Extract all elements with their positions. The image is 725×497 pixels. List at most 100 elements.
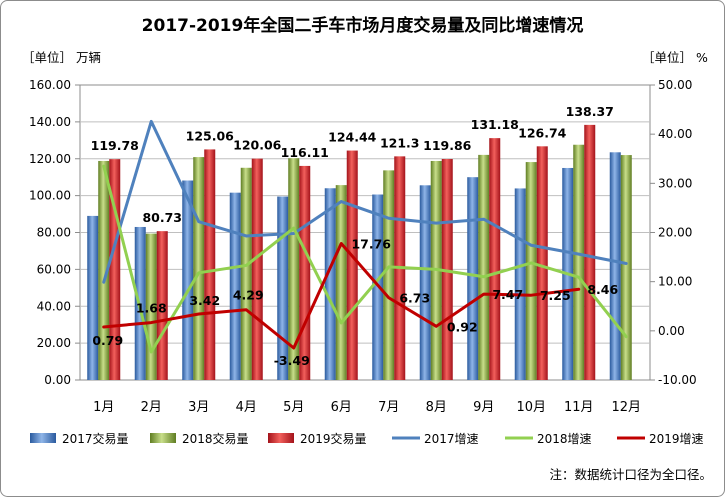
legend-label-2: 2018交易量: [182, 431, 249, 446]
legend-label-1: 2017交易量: [62, 431, 129, 446]
bar-series-2-month-4: [240, 167, 252, 380]
bar-series-1-month-12: [609, 152, 621, 380]
bar-series-3-month-4: [251, 158, 263, 380]
bar-series-2-month-3: [193, 157, 205, 380]
bar-data-label-month-8: 119.86: [423, 138, 472, 153]
line-data-labels: 0.79 1.68 3.42 4.29 -3.49 17.76 6.73 0.92 7.47 7.…: [92, 237, 618, 368]
legend-swatch-1: [30, 433, 56, 443]
legend-label-3: 2019交易量: [300, 431, 367, 446]
x-tick-label-month-12: 12月: [611, 400, 641, 415]
legend-swatch-3: [268, 433, 294, 443]
right-axis: -10.00 0.00 10.00 20.00 30.00 40.00 50.00: [650, 78, 697, 387]
line-data-label-month-10: 7.25: [540, 288, 571, 303]
bar-data-label-month-5: 116.11: [281, 145, 329, 160]
line-series-5: [102, 164, 628, 354]
bar-series-2-month-1: [98, 160, 110, 380]
left-tick-label-4: 60.00: [37, 262, 71, 276]
right-tick-label-3: 10.00: [658, 275, 692, 289]
bar-data-label-month-7: 121.3: [380, 135, 420, 150]
line-data-label-month-11: 8.46: [587, 282, 618, 297]
bar-series-3-month-9: [489, 138, 501, 380]
left-axis-unit: ［单位］ 万辆: [22, 50, 101, 65]
left-tick-label-7: 120.00: [29, 152, 71, 166]
line-data-label-month-2: 1.68: [136, 301, 167, 316]
bar-series-1-month-6: [324, 188, 336, 380]
line-data-label-month-1: 0.79: [92, 333, 123, 348]
left-tick-label-5: 80.00: [37, 226, 71, 240]
bar-series-2-month-11: [573, 144, 585, 380]
chart-title: 2017-2019年全国二手车市场月度交易量及同比增速情况: [142, 15, 584, 36]
bar-series-1-month-9: [467, 177, 479, 380]
left-tick-label-2: 20.00: [37, 336, 71, 350]
legend-label-4: 2017增速: [424, 432, 479, 446]
x-tick-label-month-4: 4月: [236, 400, 257, 415]
left-tick-label-9: 160.00: [29, 78, 71, 92]
right-tick-label-7: 50.00: [658, 78, 692, 92]
left-tick-label-1: 0.00: [44, 373, 71, 387]
x-tick-label-month-9: 9月: [473, 400, 494, 415]
bar-data-label-month-3: 125.06: [186, 128, 235, 143]
left-tick-label-8: 140.00: [29, 115, 71, 129]
x-tick-label-month-3: 3月: [188, 400, 209, 415]
x-tick-label-month-1: 1月: [93, 400, 114, 415]
line-data-label-month-9: 7.47: [492, 287, 523, 302]
x-axis: 1月 2月 3月 4月 5月 6月 7月 8月 9月 10月 11月 12月: [93, 400, 641, 415]
bar-series-1-month-5: [277, 196, 289, 380]
line-data-label-month-7: 6.73: [399, 291, 430, 306]
legend-label-5: 2018增速: [537, 432, 592, 446]
bar-series-1-month-10: [514, 188, 526, 380]
line-data-label-month-6: 17.76: [351, 237, 391, 252]
line-series: [102, 119, 628, 354]
bar-series-3-month-11: [584, 124, 596, 380]
right-tick-label-2: 0.00: [658, 324, 685, 338]
bar-series-2-month-10: [525, 162, 537, 380]
x-tick-label-month-6: 6月: [331, 400, 352, 415]
bar-series-2-month-7: [383, 170, 395, 380]
bar-series-3-month-5: [299, 165, 311, 380]
x-tick-label-month-2: 2月: [141, 400, 162, 415]
bar-data-label-month-4: 120.06: [233, 138, 282, 153]
line-data-label-month-5: -3.49: [274, 353, 310, 368]
bar-series-3-month-6: [346, 150, 358, 380]
bar-series-3-month-8: [441, 159, 453, 380]
bar-series-3-month-3: [204, 149, 216, 380]
bar-series-2-month-6: [335, 185, 347, 380]
x-tick-label-month-7: 7月: [378, 400, 399, 415]
bar-series-2-month-9: [478, 154, 490, 380]
bar-data-label-month-11: 138.37: [566, 104, 614, 119]
bar-series-3-month-2: [156, 231, 168, 380]
bar-data-label-month-1: 119.78: [91, 138, 139, 153]
left-tick-label-6: 100.00: [29, 189, 71, 203]
bar-data-label-month-10: 126.74: [518, 125, 567, 140]
x-tick-label-month-8: 8月: [426, 400, 447, 415]
bar-series-3-month-1: [109, 159, 121, 380]
line-data-label-month-3: 3.42: [189, 293, 220, 308]
line-data-label-month-8: 0.92: [447, 319, 478, 334]
bar-series-1-month-8: [419, 185, 431, 380]
bar-data-label-month-2: 80.73: [142, 210, 182, 225]
bar-series-2-month-2: [145, 233, 157, 380]
right-tick-label-4: 20.00: [658, 226, 692, 240]
line-series-4: [102, 119, 628, 284]
right-tick-label-1: -10.00: [658, 373, 697, 387]
bar-series-1-month-3: [182, 180, 194, 380]
x-tick-label-month-10: 10月: [516, 400, 546, 415]
legend: 2017交易量 2018交易量 2019交易量 2017增速 2018增速 2019增速: [30, 431, 704, 446]
bar-data-label-month-9: 131.18: [471, 117, 519, 132]
bar-series-1-month-1: [87, 215, 99, 380]
x-tick-label-month-11: 11月: [564, 400, 594, 415]
line-data-label-month-4: 4.29: [233, 288, 264, 303]
bar-series-1-month-4: [229, 192, 241, 380]
bar-series-2-month-5: [288, 158, 300, 380]
bar-series-3-month-10: [536, 146, 548, 380]
right-tick-label-6: 40.00: [658, 127, 692, 141]
bar-data-label-month-6: 124.44: [328, 130, 377, 145]
legend-label-6: 2019增速: [649, 432, 704, 446]
right-axis-unit: ［单位］ %: [642, 50, 708, 65]
line-series-6: [102, 242, 581, 350]
bar-series-2-month-12: [620, 155, 632, 380]
legend-swatch-2: [150, 433, 176, 443]
